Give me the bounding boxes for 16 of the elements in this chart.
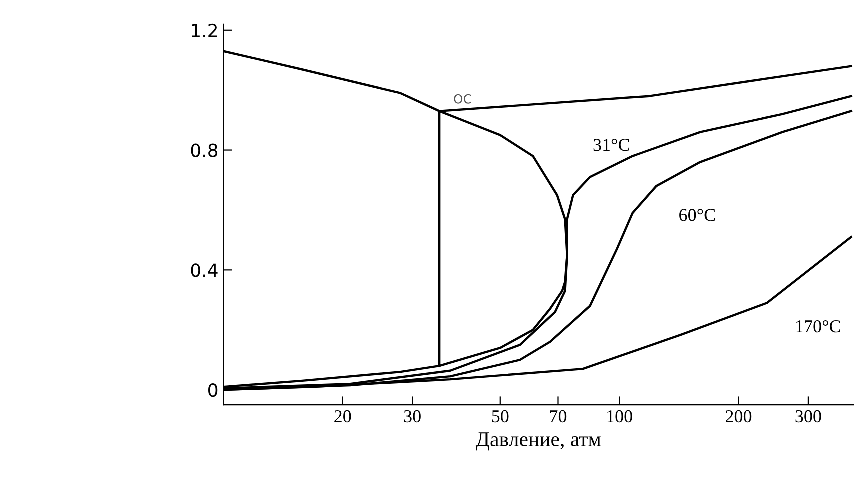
x-tick-label: 50: [492, 410, 509, 423]
x-tick-label: 70: [550, 410, 567, 423]
x-tick-label: 300: [796, 410, 822, 423]
x-tick-label: 20: [334, 410, 352, 423]
x-tick-label: 200: [726, 410, 752, 423]
x-axis-title: Давление, атм: [476, 432, 601, 451]
series-label: 31°C: [594, 139, 630, 152]
y-tick-label: 0: [208, 384, 218, 398]
x-tick-label: 100: [608, 410, 632, 423]
x-tick-label: 30: [404, 410, 421, 423]
y-tick-label: 1.2: [192, 24, 218, 38]
series-label: 170°C: [796, 320, 840, 333]
y-tick-label: 0.8: [191, 144, 218, 158]
series-label: 60°C: [680, 209, 716, 222]
y-tick-label: 0.4: [191, 264, 218, 278]
series-label: OC: [454, 94, 472, 104]
